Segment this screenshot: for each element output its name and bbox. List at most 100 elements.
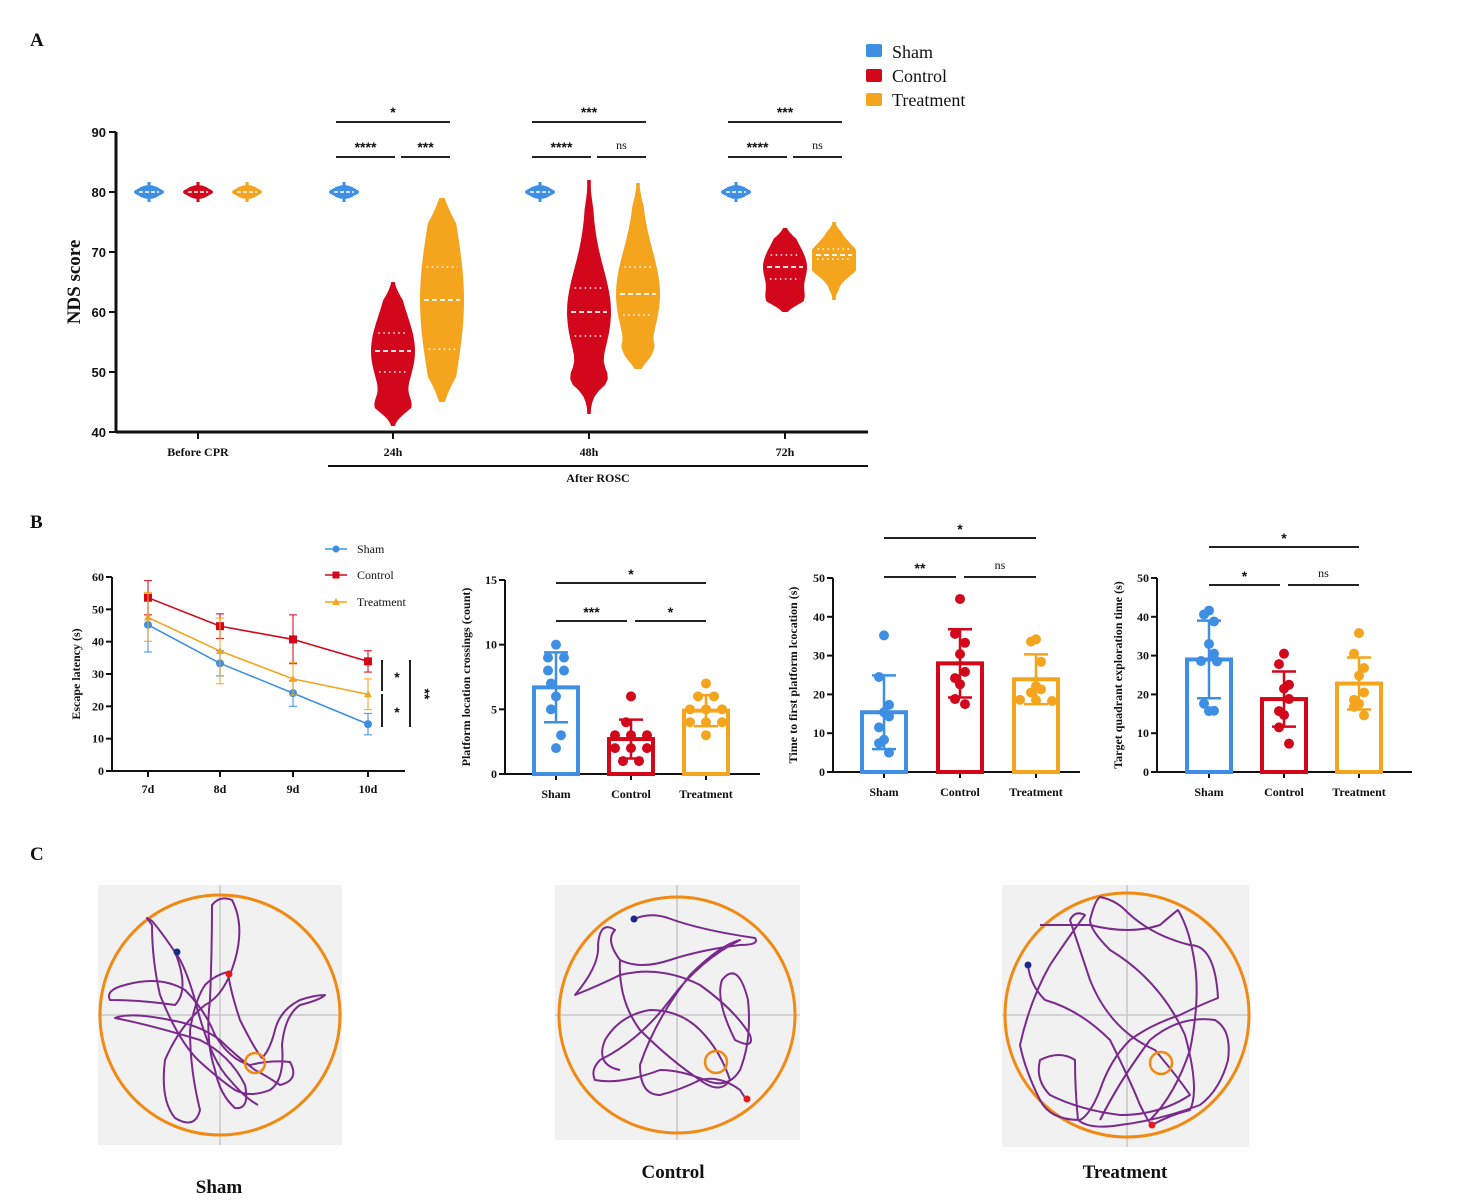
data-point [364,720,372,729]
x-tick-label: Control [611,787,651,801]
data-point [621,717,631,728]
x-tick-label: Treatment [1009,785,1063,799]
data-point [955,593,965,604]
pool-boundary [557,895,797,1135]
y-tick-label: 40 [1137,610,1149,624]
data-point [556,730,566,741]
x-tick-label: Sham [541,787,570,801]
x-tick-label: Sham [869,785,898,799]
data-point [1047,695,1057,706]
data-point [289,635,297,644]
maze-label-sham: Sham [196,1177,243,1198]
series-line [147,616,369,696]
x-tick-label: Control [1264,785,1304,799]
y-tick-label: 5 [491,702,497,716]
significance-label: * [1281,530,1287,546]
legend: Sham Control Treatment [325,542,407,609]
target-quadrant-bar-chart: Target quadrant exploration time (s) 0 10… [1111,530,1412,799]
data-point [1349,701,1359,712]
y-tick-label: 10 [813,726,825,740]
data-point [1274,722,1284,733]
significance-label: * [390,104,396,120]
legend-marker [332,598,340,605]
data-point [642,730,652,741]
data-point [950,628,960,639]
swim-track-panel: Sham Control Treatment [98,885,1251,1198]
data-point [874,671,884,682]
significance-label: * [1242,568,1248,584]
legend-marker [332,545,340,553]
data-point [717,704,727,715]
data-point [1031,695,1041,706]
significance-label: ns [995,558,1006,572]
significance-label: * [628,566,634,582]
time-to-platform-bar-chart: Time to first platform lcocation (s) 0 10… [786,521,1080,799]
data-point [1274,659,1284,670]
panel-label-a: A [30,30,44,51]
y-tick-label: 70 [92,245,106,260]
data-point [701,678,711,689]
data-point [364,657,372,666]
bar-group-control [1260,648,1308,775]
data-point [610,743,620,754]
bar-group-treatment [682,678,730,776]
data-point [1284,694,1294,705]
significance-label: **** [551,139,573,155]
data-point [551,691,561,702]
y-tick-label: 60 [92,570,104,584]
bar-group-sham [1185,605,1233,774]
bar-group-sham [860,630,908,774]
series-line [147,596,369,663]
platform-target-ring [1148,1050,1174,1076]
data-point [1359,710,1369,721]
maze-background [1002,885,1249,1147]
violin-control-before-cpr [183,182,213,202]
series-control [144,579,372,673]
start-point-marker [1024,961,1032,969]
y-tick-label: 0 [98,764,104,778]
significance-label: * [394,704,400,720]
series-treatment [144,591,372,711]
platform-target-ring [243,1051,267,1075]
data-point [709,691,719,702]
platform-crossings-bar-chart: Platform location crossings (count) 0 5 10… [459,566,760,801]
data-point [884,747,894,758]
violin-body [812,222,856,300]
legend: Sham Control Treatment [866,42,965,110]
data-point [642,743,652,754]
significance-label: **** [747,139,769,155]
y-axis-label: Target quadrant exploration time (s) [1111,581,1125,769]
pool-boundary [1003,891,1251,1139]
significance-label: *** [417,139,434,155]
panel-label-c: C [30,844,44,865]
y-tick-label: 60 [92,305,106,320]
data-point [144,613,152,621]
x-tick-label: 48h [580,445,599,459]
data-point [693,691,703,702]
data-point [1036,684,1046,695]
data-point [1015,694,1025,705]
legend-swatch-treatment [866,93,882,106]
violin-treatment-24h [420,198,464,402]
significance-label: *** [581,104,598,120]
y-tick-label: 0 [819,765,825,779]
y-tick-label: 50 [92,365,106,380]
significance-label: ns [616,138,627,152]
data-point [1209,648,1219,659]
legend-marker [332,571,340,579]
data-point [364,690,372,698]
axes: 0 5 10 15 Sham Control Treatment [485,573,760,801]
x-tick-label: Sham [1194,785,1223,799]
violin-body [567,180,611,414]
y-tick-label: 90 [92,125,106,140]
data-point [1026,687,1036,698]
significance-label: ** [915,560,926,576]
significance-label: * [394,669,400,685]
y-tick-label: 20 [92,699,104,713]
violin-control-24h [371,282,415,426]
data-point [551,639,561,650]
data-point [1349,648,1359,659]
data-point [960,699,970,710]
data-point [546,678,556,689]
data-point [1204,706,1214,717]
